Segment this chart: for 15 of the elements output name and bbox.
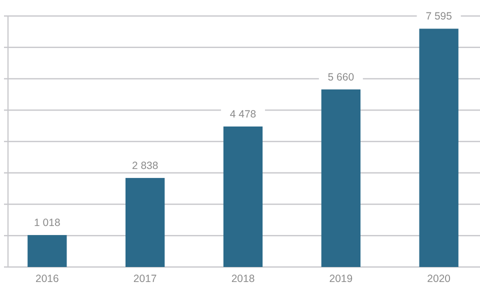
x-tick-label: 2016 [35, 273, 60, 285]
data-label: 5 660 [328, 71, 354, 84]
data-label: 7 595 [426, 10, 452, 23]
data-label: 1 018 [34, 217, 60, 230]
x-tick-label: 2017 [133, 273, 157, 285]
x-tick-label: 2018 [231, 273, 255, 285]
data-label: 4 478 [230, 108, 256, 121]
bar [223, 126, 263, 267]
data-label: 2 838 [132, 160, 158, 172]
x-tick-label: 2020 [427, 273, 451, 285]
bar [28, 235, 67, 267]
bar [321, 89, 360, 267]
bar [419, 28, 458, 267]
bar [126, 178, 165, 267]
x-tick-label: 2019 [329, 273, 353, 285]
